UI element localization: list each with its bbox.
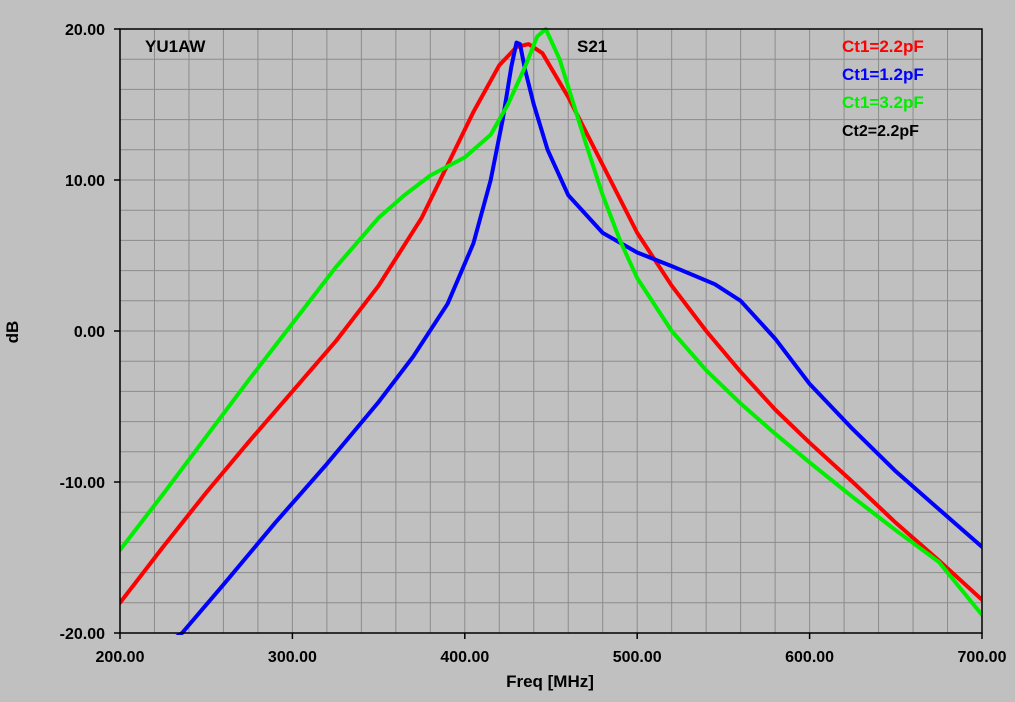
legend-entry-2: Ct1=1.2pF xyxy=(842,65,924,84)
chart-title: S21 xyxy=(577,37,607,56)
x-tick-label: 400.00 xyxy=(440,649,489,666)
x-tick-label: 200.00 xyxy=(96,649,145,666)
author-label: YU1AW xyxy=(145,37,206,56)
series-line-1 xyxy=(120,42,982,605)
y-axis-label: dB xyxy=(3,321,22,344)
y-tick-label: -20.00 xyxy=(60,626,105,643)
axes xyxy=(114,28,983,639)
x-tick-label: 300.00 xyxy=(268,649,317,666)
tick-labels: 200.00 300.00 400.00 500.00 600.00 700.00 20.0… xyxy=(60,22,1007,666)
legend-entry-1: Ct1=2.2pF xyxy=(842,37,924,56)
y-tick-label: 0.00 xyxy=(74,324,105,341)
grid xyxy=(119,28,983,634)
series-line-3 xyxy=(120,27,982,617)
legend-entry-3: Ct1=3.2pF xyxy=(842,93,924,112)
y-tick-label: 10.00 xyxy=(65,173,105,190)
series-layer xyxy=(120,27,982,635)
legend: Ct1=2.2pF Ct1=1.2pF Ct1=3.2pF Ct2=2.2pF xyxy=(842,37,924,140)
legend-note: Ct2=2.2pF xyxy=(842,123,919,140)
y-tick-label: -10.00 xyxy=(60,475,105,492)
y-tick-label: 20.00 xyxy=(65,22,105,39)
x-tick-label: 600.00 xyxy=(785,649,834,666)
x-tick-label: 500.00 xyxy=(613,649,662,666)
x-axis-label: Freq [MHz] xyxy=(506,672,594,691)
x-tick-label: 700.00 xyxy=(958,649,1007,666)
